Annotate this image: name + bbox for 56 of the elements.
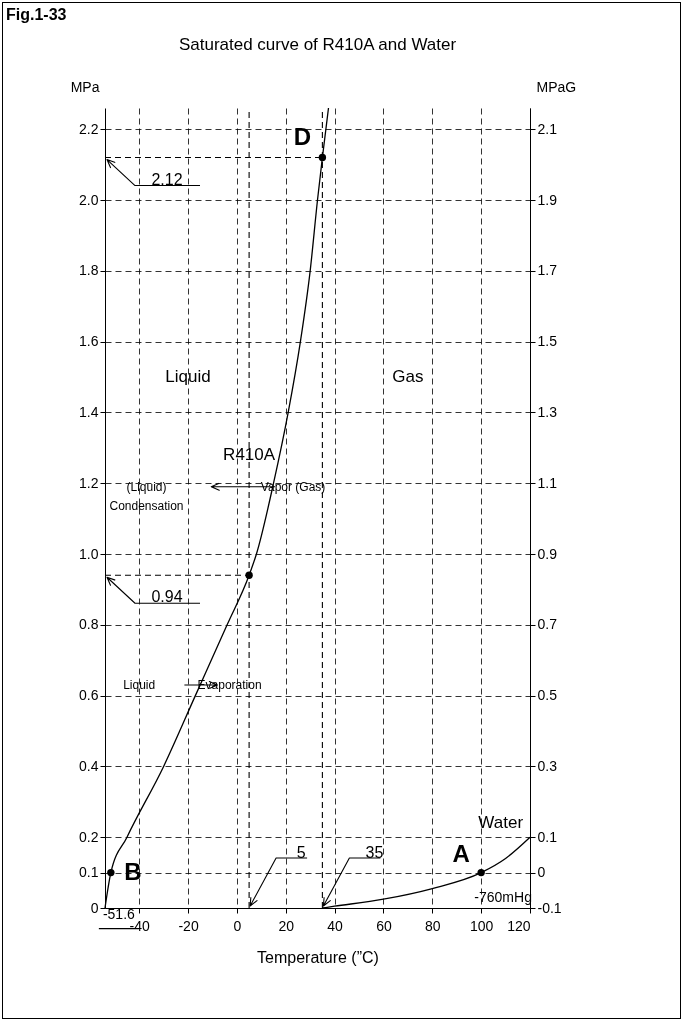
- y-tick-label: 0.4: [79, 757, 99, 774]
- y-tick-label: 1.0: [79, 545, 99, 562]
- y-tick-label: 0.2: [79, 828, 99, 845]
- y2-tick-label: 1.3: [537, 403, 558, 420]
- y2-tick-label: 0.5: [537, 687, 558, 704]
- annotation: Liquid: [123, 677, 156, 692]
- x-axis-title: Temperature (”C): [257, 948, 379, 966]
- y2-tick-label: 0.1: [537, 828, 558, 845]
- chart-title: Fig.1-33: [6, 6, 67, 24]
- x-tick-label: 80: [425, 917, 441, 934]
- x-tick-label: 120: [507, 917, 531, 934]
- y-tick-label: 0.1: [79, 864, 99, 881]
- x-tick-label: 0: [233, 917, 242, 934]
- chart-subtitle: Saturated curve of R410A and Water: [178, 35, 457, 54]
- annotation: -51.6: [102, 905, 136, 922]
- annotation: D: [293, 122, 312, 150]
- y2-axis-title: MPaG: [536, 78, 577, 95]
- ref-line-label: 35: [365, 844, 384, 861]
- series-label: R410A: [223, 444, 276, 464]
- y-tick-label: 1.8: [79, 262, 99, 279]
- y2-tick-label: 0: [537, 864, 546, 881]
- ref-line-label: 0.94: [151, 588, 183, 606]
- y2-tick-label: 0.9: [537, 545, 558, 562]
- y2-tick-label: 1.5: [537, 333, 558, 350]
- point: [107, 868, 115, 877]
- x-tick-label: 60: [376, 917, 392, 934]
- y-tick-label: 0.8: [79, 616, 99, 633]
- ref-line-label: 2.12: [151, 170, 183, 188]
- point: [318, 153, 327, 162]
- y-tick-label: 2.2: [79, 120, 99, 137]
- x-tick-label: -20: [178, 917, 199, 934]
- y2-tick-label: 0.7: [537, 616, 558, 633]
- point: [477, 868, 485, 877]
- x-tick-label: 40: [327, 917, 344, 934]
- series-label: Water: [478, 813, 524, 833]
- y2-tick-label: 1.9: [537, 191, 558, 208]
- annotation: Liquid: [165, 367, 211, 387]
- y-tick-label: 2.0: [79, 191, 99, 208]
- annotation: Condensation: [109, 499, 184, 514]
- y-tick-label: 1.4: [79, 403, 99, 420]
- x-tick-label: 20: [278, 917, 295, 934]
- y2-tick-label: 0.3: [537, 757, 558, 774]
- y2-tick-label: 1.1: [537, 474, 558, 491]
- annotation: (Liquid): [126, 479, 167, 494]
- annotation: A: [452, 839, 470, 867]
- y2-tick-label: 1.7: [537, 262, 558, 279]
- annotation: Gas: [392, 367, 424, 387]
- y-axis-title: MPa: [70, 78, 100, 95]
- x-tick-label: 100: [469, 917, 494, 934]
- y2-tick-label: 2.1: [537, 120, 558, 137]
- y-tick-label: 0: [90, 899, 99, 916]
- y-tick-label: 1.2: [79, 474, 99, 491]
- y-tick-label: 1.6: [79, 333, 99, 350]
- y-tick-label: 0.6: [79, 687, 99, 704]
- y2-tick-label: -0.1: [537, 899, 562, 916]
- ref-line-label: 5: [296, 844, 306, 861]
